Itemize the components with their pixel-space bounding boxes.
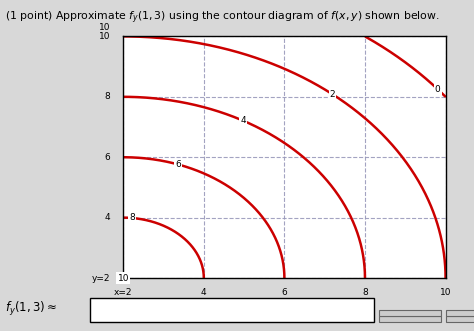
- Text: 6: 6: [105, 153, 110, 162]
- Text: 10: 10: [99, 32, 110, 41]
- Text: 10: 10: [118, 273, 129, 283]
- Text: 6: 6: [175, 160, 181, 169]
- Text: 4: 4: [240, 116, 246, 125]
- FancyBboxPatch shape: [446, 310, 474, 315]
- Text: 4: 4: [105, 213, 110, 222]
- Text: 10: 10: [440, 288, 451, 297]
- Text: 2: 2: [330, 90, 336, 99]
- Text: 4: 4: [201, 288, 207, 297]
- Text: (1 point) Approximate $f_y(1, 3)$ using the contour diagram of $f(x, y)$ shown b: (1 point) Approximate $f_y(1, 3)$ using …: [5, 10, 439, 26]
- Text: 10: 10: [99, 23, 110, 31]
- Text: 8: 8: [362, 288, 368, 297]
- FancyBboxPatch shape: [446, 316, 474, 321]
- Text: x=2: x=2: [114, 288, 133, 297]
- Text: y=2: y=2: [92, 273, 110, 283]
- FancyBboxPatch shape: [379, 310, 441, 315]
- FancyBboxPatch shape: [379, 316, 441, 321]
- Text: 6: 6: [282, 288, 287, 297]
- FancyBboxPatch shape: [90, 298, 374, 321]
- Text: 8: 8: [105, 92, 110, 101]
- Text: 0: 0: [435, 85, 440, 94]
- Text: $f_y(1,3) \approx$: $f_y(1,3) \approx$: [5, 301, 57, 318]
- Text: 8: 8: [129, 213, 135, 222]
